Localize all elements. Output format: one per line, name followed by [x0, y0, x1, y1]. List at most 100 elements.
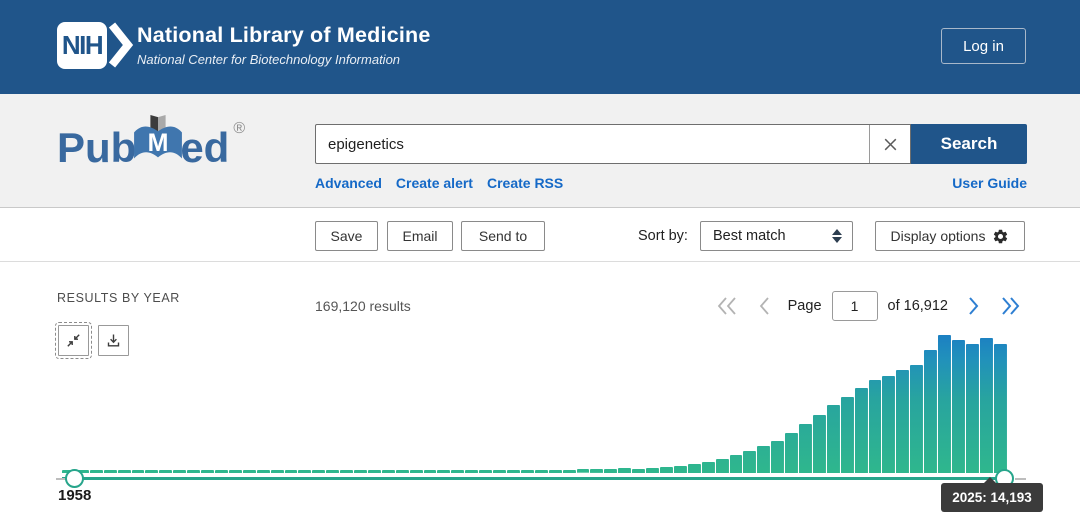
year-bar-2011[interactable] — [799, 424, 812, 473]
sort-select[interactable]: Best match — [700, 221, 853, 251]
year-bar-1967[interactable] — [187, 470, 201, 473]
prev-page-button[interactable] — [756, 295, 774, 317]
year-bar-1981[interactable] — [381, 470, 395, 473]
year-bar-1995[interactable] — [576, 469, 590, 473]
year-bar-1971[interactable] — [242, 470, 256, 473]
site-title[interactable]: National Library of Medicine — [137, 23, 431, 47]
year-bar-2017[interactable] — [882, 376, 896, 473]
year-bar-2007[interactable] — [743, 451, 757, 473]
year-bar-2008[interactable] — [757, 446, 771, 473]
year-bar-2018[interactable] — [896, 370, 910, 473]
year-bar-1966[interactable] — [173, 470, 187, 473]
year-bar-2010[interactable] — [785, 433, 799, 473]
search-input[interactable] — [316, 125, 869, 163]
send-to-button[interactable]: Send to — [461, 221, 545, 251]
year-bar-1960[interactable] — [89, 470, 103, 473]
search-section: Pub M ed ® Search Advanced Create alert … — [0, 94, 1080, 208]
pubmed-logo-ed: ed — [180, 124, 230, 171]
year-bar-1996[interactable] — [590, 469, 604, 473]
year-bar-1985[interactable] — [437, 470, 451, 473]
year-bar-2014[interactable] — [840, 397, 854, 473]
year-bar-1976[interactable] — [312, 470, 326, 473]
year-bar-2020[interactable] — [924, 350, 938, 473]
year-bar-1987[interactable] — [465, 470, 479, 473]
year-bar-2006[interactable] — [729, 455, 743, 473]
year-bar-1999[interactable] — [632, 469, 646, 473]
save-button[interactable]: Save — [315, 221, 378, 251]
year-bar-2013[interactable] — [826, 405, 840, 473]
year-bar-2019[interactable] — [910, 365, 924, 473]
year-bar-1983[interactable] — [409, 470, 423, 473]
results-count: 169,120 results — [315, 298, 411, 314]
year-range-handle-start[interactable] — [65, 469, 84, 488]
year-bar-2025[interactable] — [993, 344, 1007, 473]
year-bar-2021[interactable] — [938, 335, 951, 473]
year-bar-1984[interactable] — [423, 470, 437, 473]
year-bar-1959[interactable] — [75, 470, 89, 473]
year-bar-2022[interactable] — [952, 340, 965, 473]
year-bar-2009[interactable] — [771, 441, 785, 473]
year-bar-1977[interactable] — [326, 470, 340, 473]
year-bar-1991[interactable] — [520, 470, 534, 473]
user-guide-link[interactable]: User Guide — [952, 175, 1027, 191]
create-alert-link[interactable]: Create alert — [395, 175, 473, 191]
year-bar-1986[interactable] — [451, 470, 465, 473]
year-bar-1988[interactable] — [479, 470, 493, 473]
year-bar-1982[interactable] — [395, 470, 409, 473]
first-page-button[interactable] — [716, 295, 740, 317]
collapse-chart-button[interactable] — [55, 322, 92, 359]
year-bar-2001[interactable] — [659, 467, 673, 473]
year-bar-1997[interactable] — [604, 469, 618, 473]
download-chart-button[interactable] — [98, 325, 129, 356]
year-bar-1968[interactable] — [201, 470, 214, 473]
last-page-button[interactable] — [998, 295, 1022, 317]
year-bar-2004[interactable] — [701, 462, 715, 473]
double-chevron-right-icon — [1002, 297, 1020, 315]
next-page-button[interactable] — [964, 295, 982, 317]
year-bar-1992[interactable] — [534, 470, 548, 473]
year-bar-1980[interactable] — [367, 470, 381, 473]
year-bar-1974[interactable] — [284, 470, 298, 473]
year-bar-2012[interactable] — [812, 415, 826, 473]
year-bar-1963[interactable] — [131, 470, 145, 473]
pubmed-logo[interactable]: Pub M ed ® — [57, 115, 245, 178]
year-bar-2005[interactable] — [715, 459, 729, 473]
year-range-slider-track[interactable] — [62, 477, 1007, 480]
year-bar-1973[interactable] — [270, 470, 284, 473]
year-bar-1989[interactable] — [493, 470, 506, 473]
nih-acronym: NIH — [61, 29, 104, 60]
sort-by-label: Sort by: — [638, 228, 688, 244]
display-options-button[interactable]: Display options — [875, 221, 1025, 251]
year-bar-1972[interactable] — [256, 470, 270, 473]
results-toolbar: Save Email Send to Sort by: Best match D… — [0, 208, 1080, 262]
year-bar-1970[interactable] — [228, 470, 242, 473]
year-bar-1965[interactable] — [159, 470, 173, 473]
page-total: of 16,912 — [887, 298, 948, 314]
search-button[interactable]: Search — [911, 124, 1027, 164]
year-bar-1962[interactable] — [117, 470, 131, 473]
year-bar-1975[interactable] — [298, 470, 312, 473]
year-bar-2023[interactable] — [965, 344, 979, 473]
email-button[interactable]: Email — [387, 221, 453, 251]
create-rss-link[interactable]: Create RSS — [486, 175, 564, 191]
year-bar-2003[interactable] — [687, 464, 701, 473]
year-bar-1994[interactable] — [562, 469, 576, 473]
year-bar-1979[interactable] — [354, 470, 367, 473]
login-button[interactable]: Log in — [941, 28, 1026, 64]
year-bar-2015[interactable] — [854, 388, 868, 473]
year-bar-1990[interactable] — [507, 470, 520, 473]
year-bar-2000[interactable] — [646, 468, 659, 473]
year-bar-1964[interactable] — [145, 470, 159, 473]
year-bar-1961[interactable] — [103, 470, 117, 473]
year-bar-2024[interactable] — [979, 338, 993, 473]
advanced-link[interactable]: Advanced — [315, 175, 382, 191]
year-bar-1998[interactable] — [618, 468, 632, 473]
page-number-input[interactable] — [831, 291, 878, 321]
year-bar-1978[interactable] — [340, 470, 354, 473]
year-bar-2016[interactable] — [868, 380, 882, 473]
clear-search-button[interactable] — [869, 125, 910, 163]
year-bar-1969[interactable] — [214, 470, 228, 473]
year-bar-2002[interactable] — [673, 466, 687, 473]
nih-logo[interactable]: NIH — [57, 21, 134, 69]
year-bar-1993[interactable] — [548, 469, 562, 473]
